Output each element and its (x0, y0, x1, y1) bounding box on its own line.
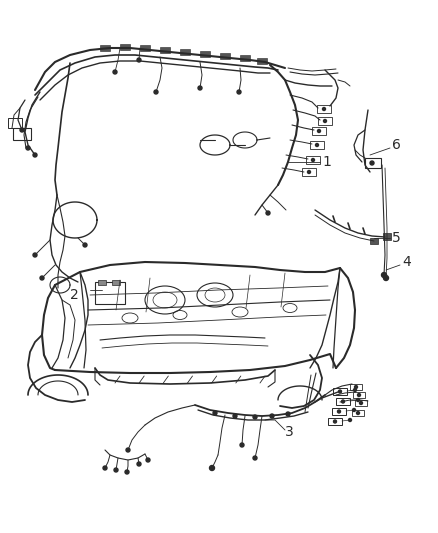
Bar (98, 280, 106, 285)
Bar (180, 49, 190, 55)
Circle shape (125, 470, 129, 474)
Bar (200, 51, 210, 57)
Circle shape (357, 393, 360, 397)
Circle shape (349, 418, 352, 422)
Circle shape (114, 468, 118, 472)
Bar (370, 238, 378, 244)
Bar (353, 392, 365, 398)
Circle shape (353, 408, 356, 411)
Bar (240, 55, 250, 61)
Text: 6: 6 (392, 138, 401, 152)
Text: 5: 5 (392, 231, 401, 245)
Circle shape (353, 389, 357, 392)
Text: 4: 4 (402, 255, 411, 269)
Circle shape (33, 153, 37, 157)
Bar (312, 127, 326, 135)
Bar (160, 47, 170, 53)
Circle shape (240, 443, 244, 447)
Bar (95, 282, 125, 304)
Bar (13, 128, 31, 140)
Circle shape (137, 58, 141, 62)
Bar (112, 280, 120, 285)
Circle shape (286, 412, 290, 416)
Circle shape (253, 456, 257, 460)
Bar (317, 105, 331, 113)
Bar (310, 141, 324, 149)
Circle shape (322, 108, 325, 110)
Circle shape (307, 171, 311, 174)
Circle shape (354, 385, 357, 389)
Circle shape (315, 143, 318, 147)
Bar (302, 168, 316, 176)
Circle shape (233, 414, 237, 418)
Bar (8, 118, 22, 128)
Circle shape (146, 458, 150, 462)
Circle shape (154, 90, 158, 94)
Circle shape (338, 410, 340, 413)
Circle shape (357, 411, 360, 415)
Bar (383, 233, 391, 240)
Circle shape (357, 399, 360, 401)
Bar (140, 45, 150, 51)
Bar (336, 398, 350, 405)
Circle shape (137, 462, 141, 466)
Circle shape (333, 420, 336, 423)
Bar (350, 384, 362, 390)
Circle shape (26, 146, 30, 150)
Circle shape (342, 400, 345, 403)
Text: 3: 3 (285, 425, 294, 439)
Circle shape (40, 276, 44, 280)
Circle shape (384, 276, 389, 280)
Circle shape (237, 90, 241, 94)
Bar (333, 388, 347, 395)
Circle shape (209, 465, 215, 471)
Circle shape (311, 158, 314, 161)
Circle shape (83, 243, 87, 247)
Circle shape (266, 211, 270, 215)
Circle shape (198, 86, 202, 90)
Circle shape (270, 414, 274, 418)
Circle shape (360, 401, 363, 405)
Bar (328, 418, 342, 425)
Circle shape (213, 411, 217, 415)
Bar (306, 156, 320, 164)
Circle shape (324, 119, 326, 123)
Bar (365, 158, 381, 168)
Bar (257, 58, 267, 64)
Circle shape (253, 415, 257, 419)
Circle shape (126, 448, 130, 452)
Bar (355, 400, 367, 406)
Circle shape (113, 70, 117, 74)
Circle shape (103, 466, 107, 470)
Circle shape (381, 272, 386, 278)
Bar (318, 117, 332, 125)
Bar (352, 410, 364, 416)
Bar (100, 45, 110, 51)
Bar (120, 44, 130, 50)
Circle shape (33, 253, 37, 257)
Bar (332, 408, 346, 415)
Text: 1: 1 (322, 155, 331, 169)
Circle shape (339, 390, 342, 393)
Circle shape (318, 130, 321, 133)
Circle shape (370, 161, 374, 165)
Bar (220, 53, 230, 59)
Circle shape (20, 128, 24, 132)
Text: 2: 2 (70, 288, 79, 302)
